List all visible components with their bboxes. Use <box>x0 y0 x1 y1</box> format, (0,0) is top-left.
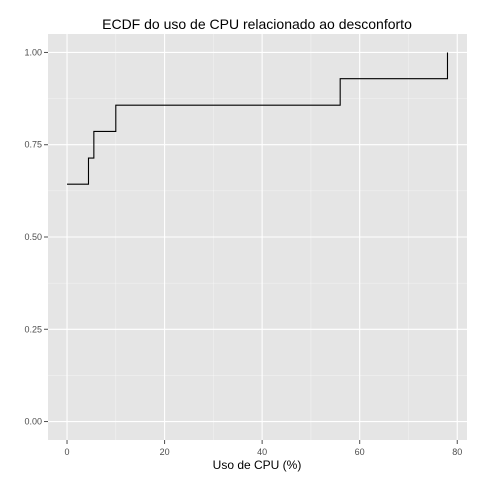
y-tick-label: 0.00 <box>24 417 42 427</box>
y-axis-ticks: 0.00 0.25 0.50 0.75 1.00 <box>24 47 48 427</box>
major-gridlines <box>48 34 467 440</box>
ecdf-step-line <box>67 52 449 185</box>
y-tick-label: 0.75 <box>24 140 42 150</box>
x-axis-ticks: 0 20 40 60 80 <box>65 440 462 457</box>
x-tick-label: 20 <box>160 447 170 457</box>
x-tick-label: 40 <box>257 447 267 457</box>
chart-title: ECDF do uso de CPU relacionado ao descon… <box>102 16 412 32</box>
x-tick-label: 80 <box>452 447 462 457</box>
y-tick-label: 0.25 <box>24 324 42 334</box>
x-axis-title: Uso de CPU (%) <box>213 458 302 472</box>
y-tick-label: 0.50 <box>24 232 42 242</box>
series-layer <box>67 52 449 185</box>
y-tick-label: 1.00 <box>24 47 42 57</box>
x-tick-label: 0 <box>65 447 70 457</box>
x-tick-label: 60 <box>355 447 365 457</box>
